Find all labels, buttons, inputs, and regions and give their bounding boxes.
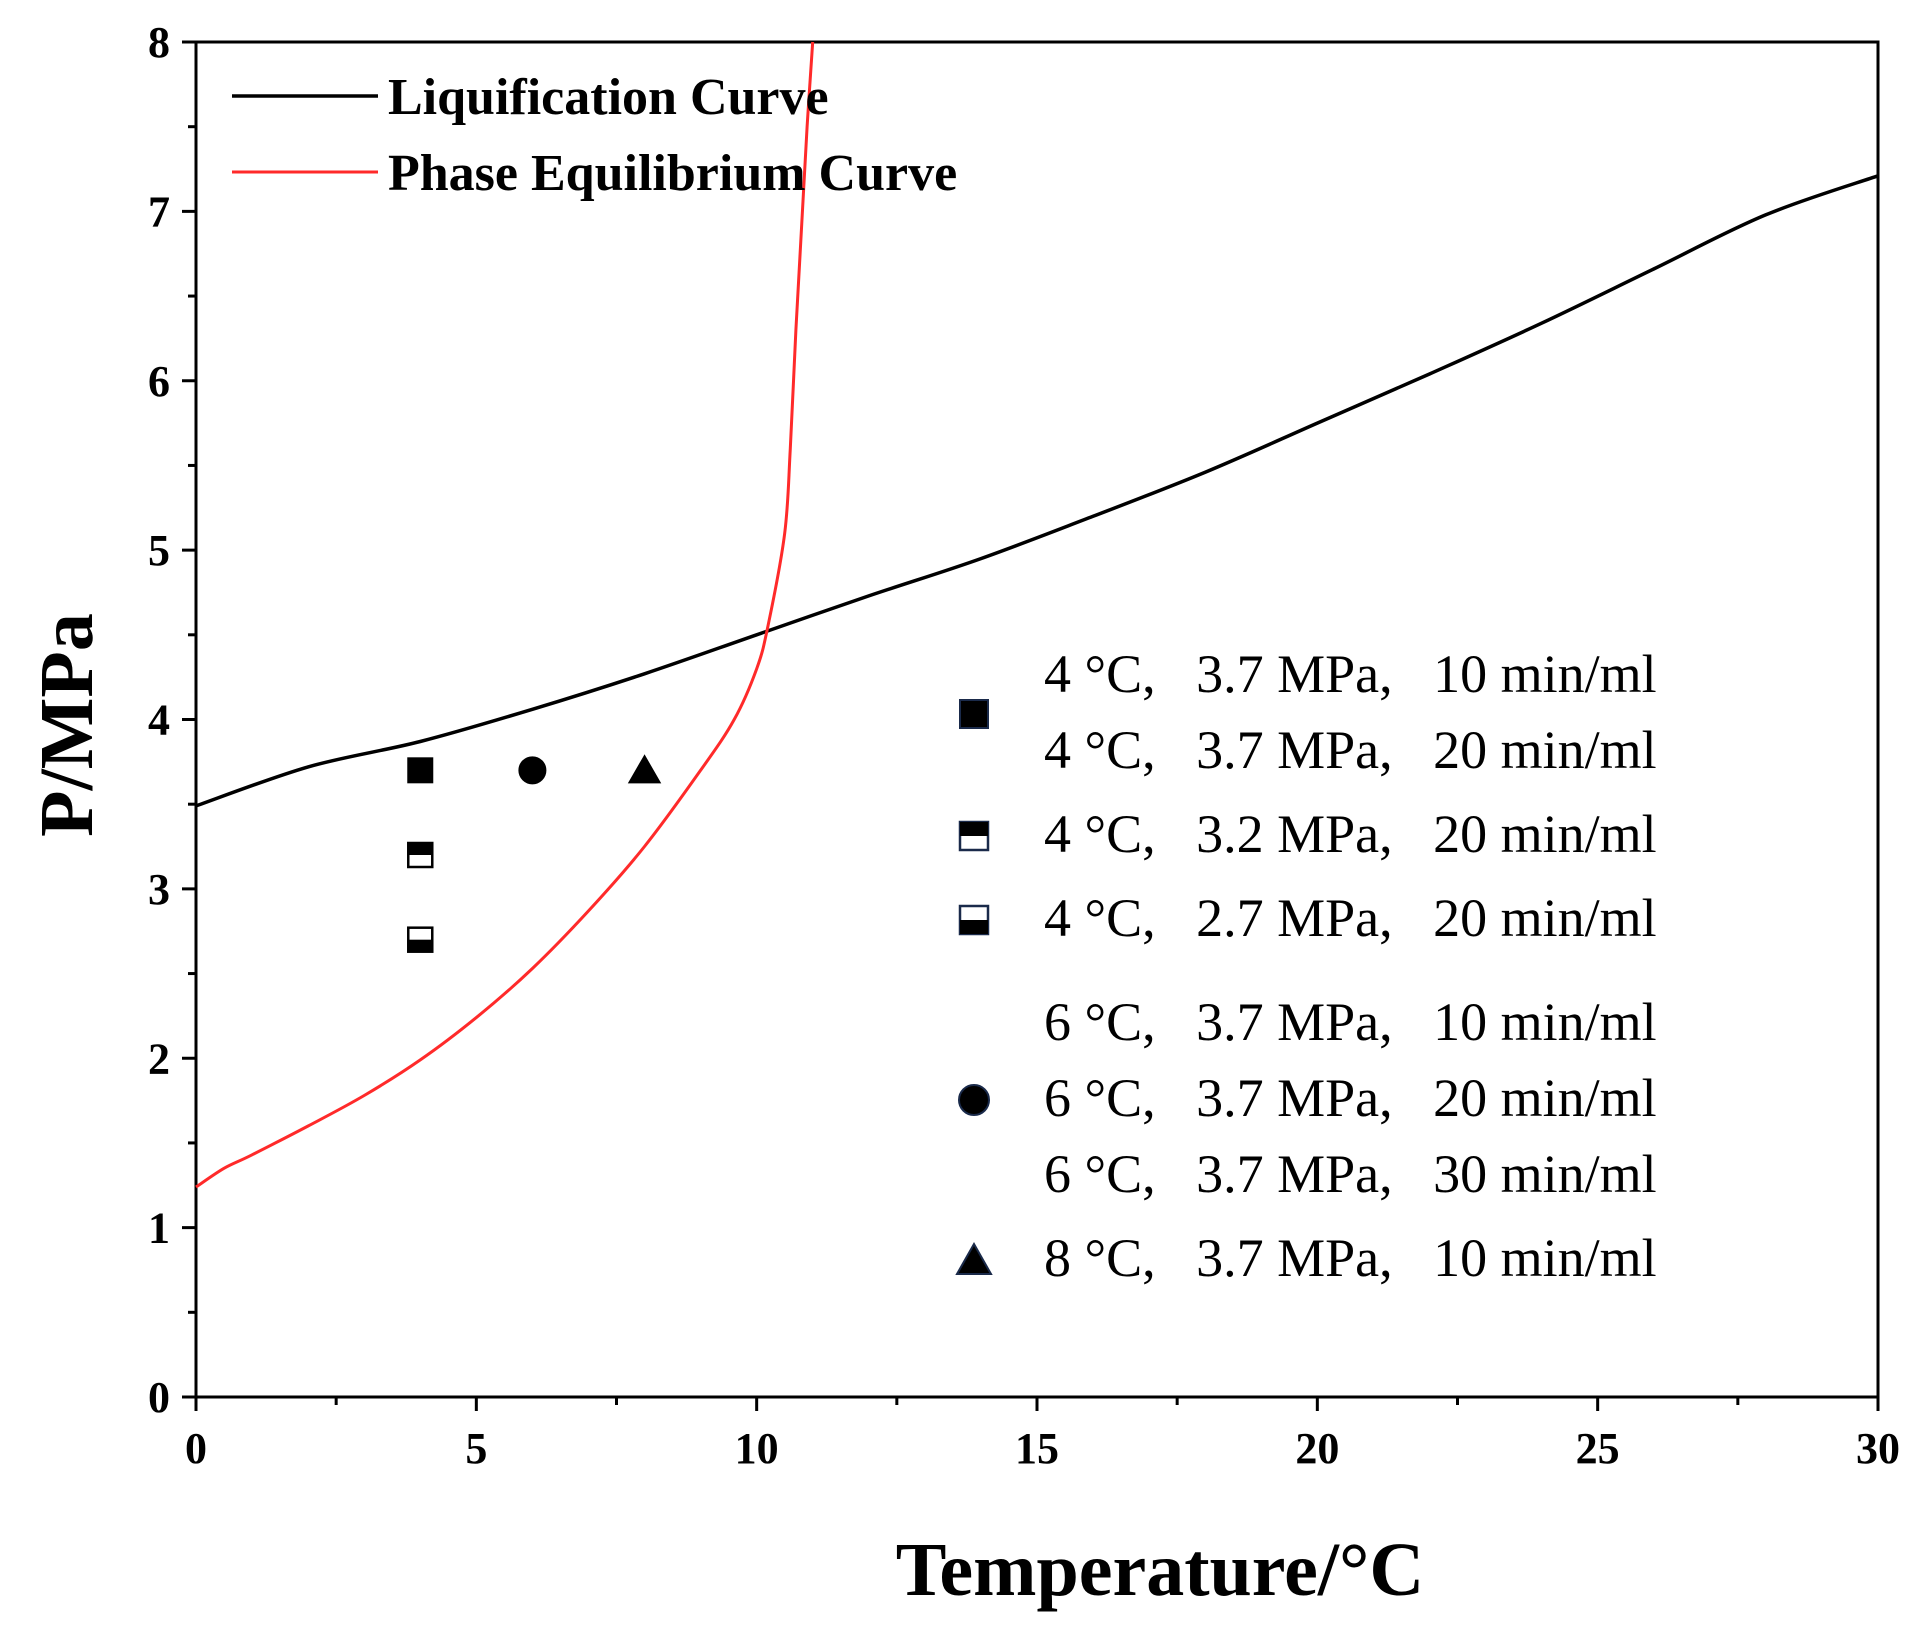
phase-equilibrium-curve: [195, 41, 815, 1189]
y-tick-label: 4: [148, 696, 170, 745]
data-points: [407, 754, 662, 953]
y-tick-label: 0: [148, 1373, 170, 1422]
legend-marker-label: 6 °C, 3.7 MPa, 20 min/ml: [1044, 1068, 1657, 1128]
legend-line-label: Phase Equilibrium Curve: [388, 145, 957, 202]
data-point: [407, 757, 434, 784]
data-point: [518, 756, 547, 785]
legend-marker-label: 8 °C, 3.7 MPa, 10 min/ml: [1044, 1228, 1657, 1288]
x-tick-label: 25: [1576, 1424, 1620, 1473]
y-tick-label: 8: [148, 18, 170, 67]
y-axis-title: P/MPa: [25, 613, 109, 837]
x-tick-label: 5: [465, 1424, 487, 1473]
legend-marker: [959, 699, 989, 729]
legend-marker: [958, 820, 990, 852]
y-tick-label: 1: [148, 1204, 170, 1253]
legend-marker-label: 4 °C, 3.7 MPa, 20 min/ml: [1044, 720, 1657, 780]
data-point: [627, 754, 662, 784]
legend-line-label: Liquification Curve: [388, 69, 829, 126]
marker-half-fill: [960, 920, 988, 934]
data-point: [407, 841, 434, 869]
y-tick-label: 2: [148, 1034, 170, 1083]
legend-marker-label: 4 °C, 2.7 MPa, 20 min/ml: [1044, 888, 1657, 948]
legend: Liquification Curve Phase Equilibrium Cur…: [232, 69, 1657, 1288]
marker-half-fill: [960, 822, 988, 836]
legend-marker-label: 6 °C, 3.7 MPa, 30 min/ml: [1044, 1144, 1657, 1204]
x-tick-label: 30: [1856, 1424, 1900, 1473]
marker-half-fill: [408, 939, 433, 952]
y-tick-label: 6: [148, 357, 170, 406]
legend-marker-label: 6 °C, 3.7 MPa, 10 min/ml: [1044, 992, 1657, 1052]
data-point: [407, 926, 434, 953]
x-axis-title: Temperature/°C: [896, 1528, 1425, 1612]
series-layer: [195, 41, 1879, 1189]
legend-marker: [958, 904, 990, 936]
legend-marker: [958, 1084, 990, 1116]
x-tick-label: 10: [735, 1424, 779, 1473]
x-tick-label: 20: [1295, 1424, 1339, 1473]
y-tick-label: 5: [148, 526, 170, 575]
marker-half-fill: [408, 843, 433, 855]
legend-marker: [955, 1241, 993, 1275]
x-tick-label: 15: [1015, 1424, 1059, 1473]
y-tick-label: 3: [148, 865, 170, 914]
legend-marker-label: 4 °C, 3.2 MPa, 20 min/ml: [1044, 804, 1657, 864]
x-tick-label: 0: [185, 1424, 207, 1473]
axes: 0 5 10 15 20 25 30 0 1 2 3 4 5 6 7 8: [148, 18, 1900, 1473]
y-tick-label: 7: [148, 187, 170, 236]
legend-marker-label: 4 °C, 3.7 MPa, 10 min/ml: [1044, 644, 1657, 704]
liquification-curve: [195, 174, 1879, 808]
